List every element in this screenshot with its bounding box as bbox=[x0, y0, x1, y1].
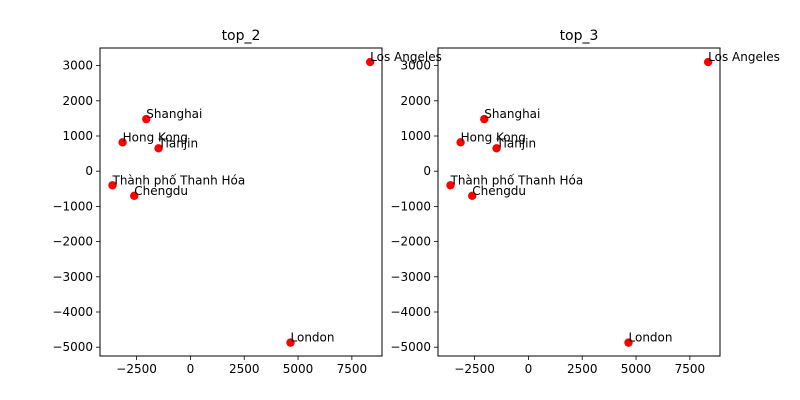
y-tick-label: 2000 bbox=[400, 94, 431, 108]
data-point bbox=[446, 181, 455, 190]
x-tick-label: −2500 bbox=[454, 362, 495, 376]
point-label: Los Angeles bbox=[370, 50, 442, 64]
data-point bbox=[492, 144, 501, 153]
point-label: Los Angeles bbox=[708, 50, 780, 64]
point-label: Chengdu bbox=[472, 184, 526, 198]
y-tick-label: 0 bbox=[85, 164, 93, 178]
y-tick-label: 1000 bbox=[62, 129, 93, 143]
y-tick-label: −1000 bbox=[390, 199, 431, 213]
axes-frame bbox=[437, 47, 721, 357]
x-tick-label: 0 bbox=[525, 362, 533, 376]
x-tick-label: 5000 bbox=[283, 362, 314, 376]
x-tick-label: 2500 bbox=[229, 362, 260, 376]
x-tick-label: 0 bbox=[187, 362, 195, 376]
data-point bbox=[118, 138, 127, 147]
x-tick-label: 7500 bbox=[337, 362, 368, 376]
subplot-top_3: top_3 −2500 0 2500 5000 7500 −5000 −4000 −3000 −2… bbox=[390, 28, 779, 376]
data-point bbox=[468, 191, 477, 201]
y-tick-label: −3000 bbox=[52, 270, 93, 284]
y-tick-label: −5000 bbox=[390, 340, 431, 354]
point-label: Tianjin bbox=[158, 136, 199, 150]
y-tick-label: 3000 bbox=[400, 59, 431, 73]
x-tick-label: 5000 bbox=[621, 362, 652, 376]
y-tick-label: 2000 bbox=[62, 94, 93, 108]
data-point bbox=[480, 114, 489, 124]
axes-frame bbox=[99, 47, 383, 357]
chart-title: top_2 bbox=[222, 28, 261, 44]
point-label: Shanghai bbox=[484, 107, 540, 121]
x-tick-label: 2500 bbox=[567, 362, 598, 376]
point-label: Hong Kong bbox=[461, 130, 526, 144]
y-tick-label: 0 bbox=[423, 164, 431, 178]
data-point bbox=[108, 181, 117, 190]
point-label: London bbox=[629, 331, 673, 345]
point-label: Hong Kong bbox=[123, 130, 188, 144]
y-tick-label: −2000 bbox=[390, 235, 431, 249]
x-tick-label: 7500 bbox=[675, 362, 706, 376]
point-label: Thành phố Thanh Hóa bbox=[449, 173, 583, 187]
data-point bbox=[142, 114, 151, 124]
point-label: London bbox=[291, 331, 335, 345]
point-label: Shanghai bbox=[146, 107, 202, 121]
y-tick-label: −5000 bbox=[52, 340, 93, 354]
point-label: Chengdu bbox=[134, 184, 188, 198]
data-point bbox=[130, 191, 139, 201]
y-tick-label: −2000 bbox=[52, 235, 93, 249]
subplot-top_2: top_2 −2500 0 2500 5000 7500 −5000 −4000 −3000 −2… bbox=[52, 28, 441, 376]
y-tick-label: 3000 bbox=[62, 59, 93, 73]
data-point bbox=[154, 144, 163, 153]
point-label: Thành phố Thanh Hóa bbox=[111, 173, 245, 187]
data-point bbox=[365, 57, 375, 67]
y-tick-label: −4000 bbox=[52, 305, 93, 319]
data-point bbox=[624, 338, 633, 347]
chart-title: top_3 bbox=[560, 28, 599, 44]
data-point bbox=[286, 338, 295, 347]
y-tick-label: −1000 bbox=[52, 199, 93, 213]
y-tick-label: −3000 bbox=[390, 270, 431, 284]
y-tick-label: −4000 bbox=[390, 305, 431, 319]
data-point bbox=[703, 57, 713, 67]
y-tick-label: 1000 bbox=[400, 129, 431, 143]
data-point bbox=[456, 138, 465, 147]
point-label: Tianjin bbox=[496, 136, 537, 150]
x-tick-label: −2500 bbox=[116, 362, 157, 376]
